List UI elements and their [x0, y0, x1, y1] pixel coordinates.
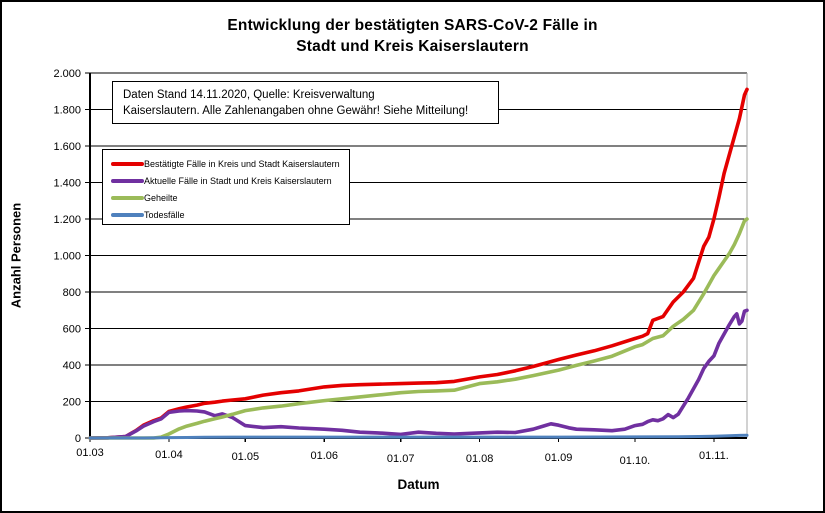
- x-axis-title: Datum: [397, 477, 440, 492]
- annotation-box: Daten Stand 14.11.2020, Quelle: Kreisver…: [112, 81, 499, 124]
- series-line-aktuelle-faelle: [88, 308, 749, 440]
- x-tick-label: 01.06: [311, 450, 339, 462]
- x-tick-label: 01.10.: [620, 455, 651, 467]
- x-tick-label: 01.07: [387, 453, 415, 465]
- y-tick-label: 200: [63, 397, 81, 409]
- chart-title-line2: Stadt und Kreis Kaiserslautern: [296, 38, 529, 55]
- legend-label: Geheilte: [144, 192, 178, 203]
- x-tick-label: 01.03: [76, 447, 104, 459]
- y-tick-label: 1.200: [53, 214, 81, 226]
- legend-line-swatch-purple: [111, 178, 144, 183]
- y-axis-title: Anzahl Personen: [8, 202, 24, 309]
- annotation-line2: Kaiserslautern. Alle Zahlenangaben ohne …: [123, 105, 469, 117]
- x-tick-label: 01.08: [466, 453, 494, 465]
- x-tick-label: 01.04: [155, 449, 183, 461]
- legend-item-bestaetigte: Bestätigte Fälle in Kreis und Stadt Kais…: [111, 155, 349, 172]
- legend-label: Todesfälle: [144, 209, 185, 220]
- y-tick-label: 1.000: [53, 251, 81, 263]
- series-line-bestaetigte-faelle: [88, 87, 749, 440]
- y-tick-label: 400: [63, 360, 81, 372]
- series-line-geheilte: [88, 217, 749, 440]
- legend-label: Bestätigte Fälle in Kreis und Stadt Kais…: [144, 158, 340, 169]
- legend-box: Bestätigte Fälle in Kreis und Stadt Kais…: [102, 149, 350, 225]
- legend-item-aktuelle: Aktuelle Fälle in Stadt und Kreis Kaiser…: [111, 172, 349, 189]
- y-tick-label: 2.000: [53, 68, 81, 80]
- annotation-line1: Daten Stand 14.11.2020, Quelle: Kreisver…: [123, 89, 375, 101]
- legend-line-swatch-blue: [111, 212, 144, 217]
- x-tick-label: 01.05: [232, 451, 260, 463]
- x-tick-label: 01.11.: [699, 450, 729, 462]
- y-tick-label: 0: [75, 433, 81, 445]
- y-tick-label: 600: [63, 324, 81, 336]
- legend-line-swatch-green: [111, 195, 144, 200]
- y-tick-label: 1.400: [53, 178, 81, 190]
- chart-title-line1: Entwicklung der bestätigten SARS-CoV-2 F…: [227, 17, 598, 34]
- y-tick-label: 1.800: [53, 105, 81, 117]
- y-tick-label: 800: [63, 287, 81, 299]
- legend-item-geheilte: Geheilte: [111, 189, 349, 206]
- legend-item-todesfaelle: Todesfälle: [111, 206, 349, 223]
- y-tick-label: 1.600: [53, 141, 81, 153]
- chart-title: Entwicklung der bestätigten SARS-CoV-2 F…: [2, 15, 823, 57]
- x-tick-label: 01.09: [545, 452, 573, 464]
- legend-line-swatch-red: [111, 161, 144, 166]
- legend-label: Aktuelle Fälle in Stadt und Kreis Kaiser…: [144, 175, 332, 186]
- series-line-todesfaelle: [88, 433, 749, 440]
